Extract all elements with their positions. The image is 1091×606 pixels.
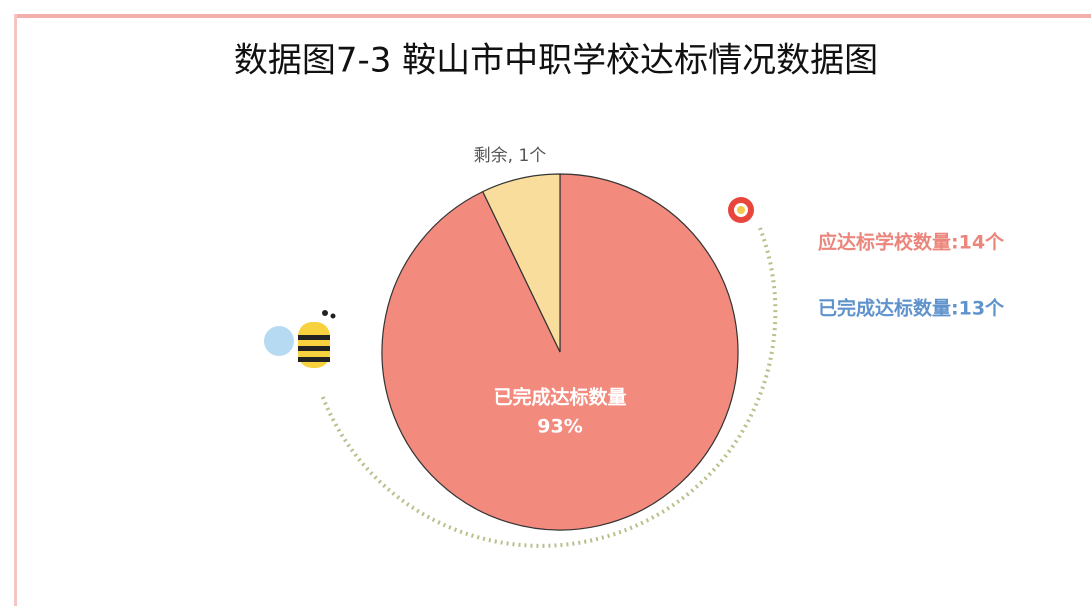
- chart-title: 数据图7-3 鞍山市中职学校达标情况数据图: [234, 41, 878, 81]
- slice-category: 已完成达标数量: [493, 386, 626, 409]
- annotation: 应达标学校数量:14个: [818, 231, 1005, 254]
- left-border: [14, 14, 17, 606]
- slice-category: 剩余: [474, 146, 508, 166]
- top-border: [14, 14, 1091, 18]
- flower-icon: [728, 197, 754, 223]
- annotation: 已完成达标数量:13个: [818, 297, 1005, 320]
- separator: ,: [508, 146, 519, 166]
- slice-outer-label: 剩余, 1个: [474, 146, 547, 166]
- slice-value-label: 93%: [537, 416, 582, 438]
- chart: 数据图7-3 鞍山市中职学校达标情况数据图 已完成达标数量 93% 剩余, 1个应达…: [0, 0, 1091, 606]
- slice-value-label: 1个: [518, 146, 546, 166]
